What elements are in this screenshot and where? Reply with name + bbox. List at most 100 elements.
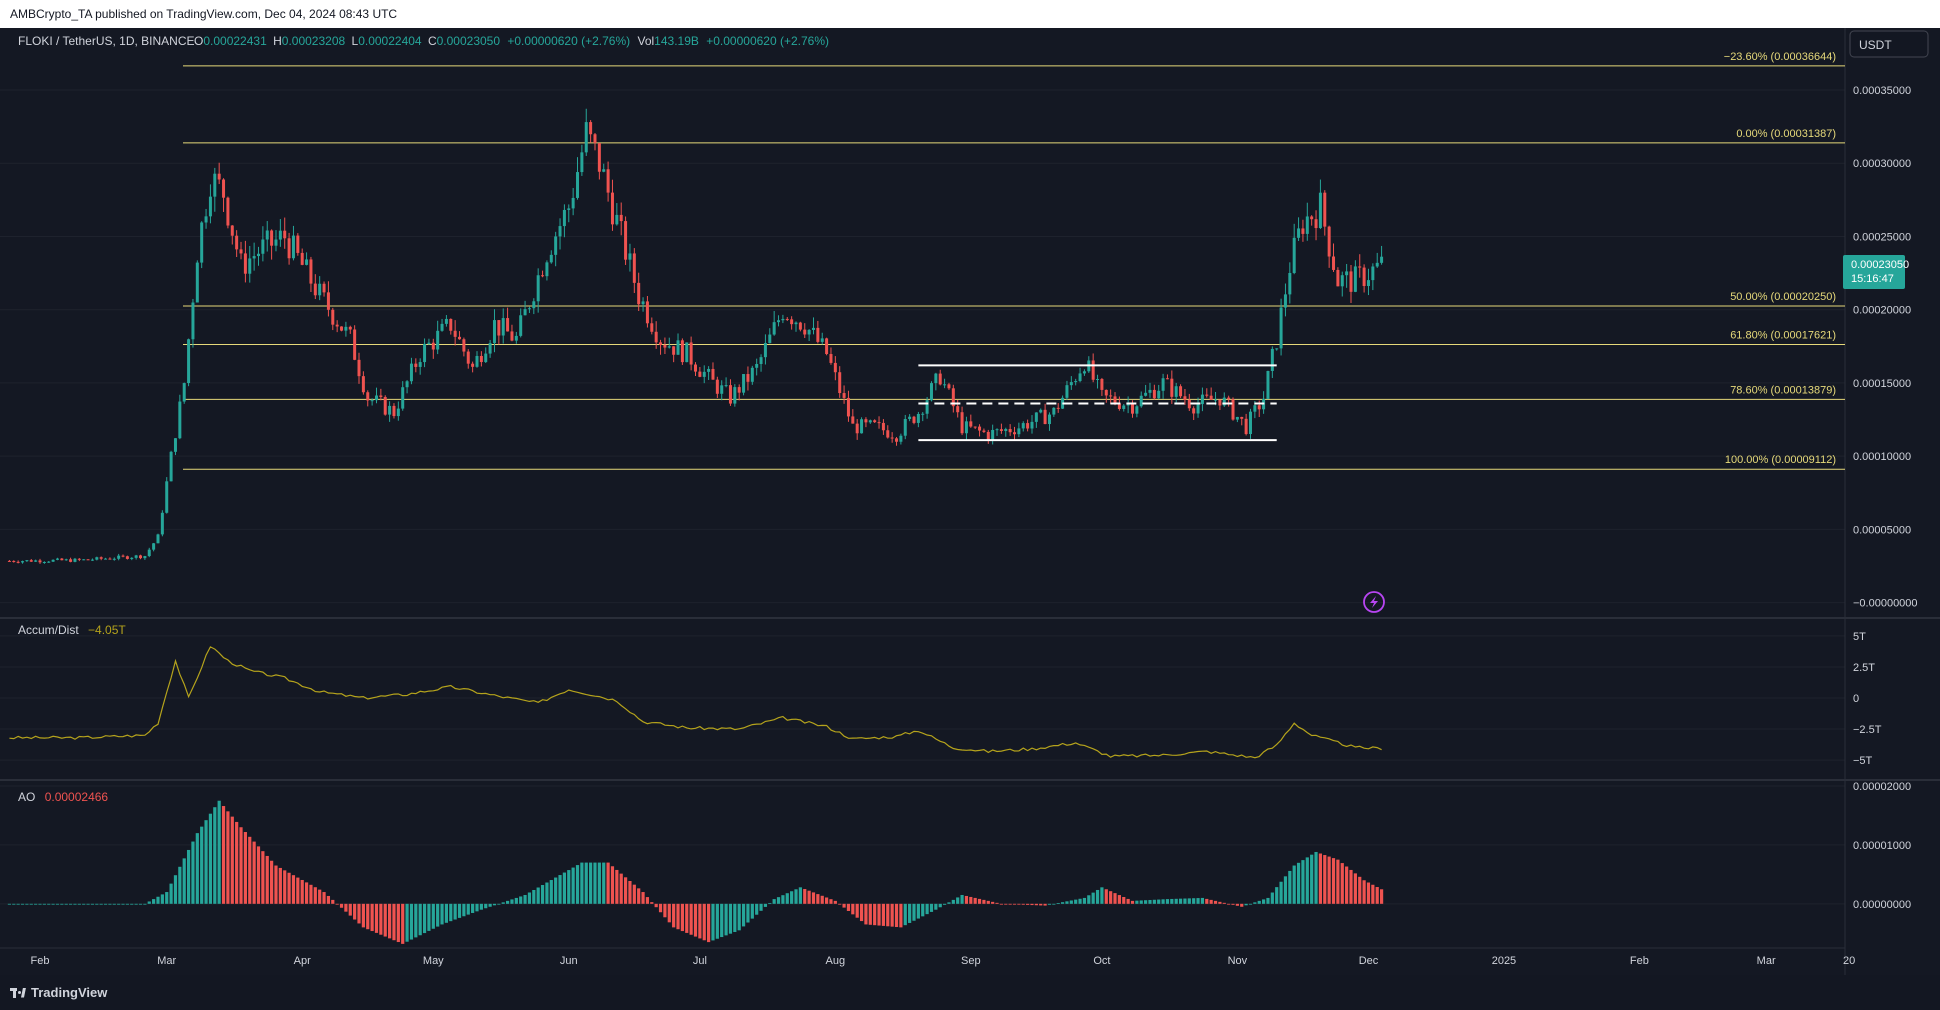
tradingview-icon	[10, 987, 26, 998]
candle-body	[584, 122, 588, 153]
candle-body	[173, 438, 177, 452]
ao-bar	[217, 800, 221, 904]
time-axis-tick: Feb	[1630, 955, 1649, 967]
candle-body	[1192, 408, 1196, 414]
candle-body	[510, 331, 514, 341]
candle-body	[1170, 378, 1174, 397]
symbol-title: FLOKI / TetherUS, 1D, BINANCE	[18, 34, 195, 48]
fib-label: −23.60% (0.00036644)	[1724, 51, 1836, 63]
ao-bar	[676, 903, 680, 930]
price-tag-value: 0.00023050	[1851, 259, 1909, 271]
footer-brand: TradingView	[31, 985, 108, 1000]
candle-body	[1205, 394, 1209, 396]
candle-body	[1030, 421, 1034, 429]
ao-bar	[584, 862, 588, 904]
ao-bar	[427, 903, 431, 931]
lightning-icon[interactable]	[1363, 591, 1385, 613]
legend: FLOKI / TetherUS, 1D, BINANCE O0.0002243…	[18, 34, 829, 804]
ao-bar	[204, 820, 208, 904]
ao-bar	[221, 806, 226, 904]
candle-body	[492, 320, 496, 344]
candle-body	[21, 561, 25, 563]
ao-bar	[999, 903, 1003, 905]
chart-background	[0, 28, 1940, 975]
ao-bar	[388, 903, 392, 939]
ao-bar	[881, 903, 886, 926]
ao-bar	[991, 901, 995, 904]
candle-body	[667, 346, 671, 348]
ao-bar	[156, 896, 160, 904]
ao-bar	[125, 903, 129, 905]
candle-body	[720, 385, 724, 394]
time-axis-tick: Jul	[693, 955, 707, 967]
ao-bar	[1331, 858, 1336, 904]
candle-body	[112, 558, 116, 560]
candle-body	[908, 416, 912, 420]
ao-bar	[606, 862, 610, 904]
ao-bar	[1340, 863, 1344, 904]
ao-bar	[335, 903, 339, 905]
ao-bar	[632, 884, 636, 904]
candle-body	[366, 392, 370, 401]
ao-bar	[1095, 889, 1100, 904]
ao-bar	[300, 879, 304, 904]
ao-bar	[1047, 903, 1052, 905]
ao-bar	[208, 813, 213, 904]
fib-label: 50.00% (0.00020250)	[1730, 291, 1836, 303]
ao-bar	[645, 897, 650, 904]
candle-body	[283, 230, 287, 239]
candle-body	[541, 275, 545, 277]
candle-body	[497, 320, 501, 336]
ao-bar	[1012, 903, 1017, 905]
ao-bar	[1126, 898, 1130, 904]
ao-bar	[1144, 900, 1148, 904]
candle-body	[890, 437, 894, 439]
candle-body	[1314, 219, 1318, 229]
ao-bar	[615, 869, 619, 904]
chart-area[interactable]: −23.60% (0.00036644) 0.00% (0.00031387) 50…	[0, 28, 1940, 975]
ao-bar	[182, 858, 186, 904]
candle-body	[278, 230, 282, 240]
ao-bar	[1087, 895, 1091, 904]
ao-bar	[1362, 880, 1366, 904]
ao-bar	[348, 903, 352, 916]
price-tag-countdown: 15:16:47	[1851, 273, 1894, 285]
ao-bar	[567, 870, 571, 904]
ao-bar	[960, 894, 964, 904]
candle-body	[562, 209, 566, 227]
range-box	[918, 364, 1277, 442]
ao-bar	[1082, 897, 1087, 904]
ao-bar	[899, 903, 903, 928]
ao-bar	[462, 903, 466, 917]
candle-body	[305, 259, 309, 265]
ao-bar	[475, 903, 479, 912]
ao-bar	[1366, 882, 1371, 904]
candle-body	[881, 422, 885, 431]
ao-bar	[422, 903, 427, 934]
ao-bar	[912, 903, 916, 921]
ao-bar	[1091, 892, 1095, 904]
price-axis-tick: 0.00035000	[1853, 85, 1911, 97]
ao-bar	[1244, 903, 1248, 906]
candle-body	[1148, 389, 1152, 393]
ao-bar	[711, 903, 715, 941]
candle-body	[1358, 266, 1362, 268]
candle-body	[925, 400, 929, 414]
ao-bar	[575, 865, 580, 904]
candle-body	[270, 230, 274, 246]
candle-body	[42, 561, 46, 563]
ao-bar	[90, 903, 95, 905]
candle-body	[479, 355, 483, 363]
ao-bar	[147, 901, 151, 904]
chart-svg[interactable]: −23.60% (0.00036644) 0.00% (0.00031387) 50…	[0, 28, 1940, 975]
ao-bar	[60, 903, 64, 905]
candle-body	[64, 559, 68, 561]
candle-body	[921, 413, 925, 415]
ao-bar	[1358, 876, 1362, 904]
candle-body	[291, 235, 295, 259]
currency-button[interactable]: USDT	[1849, 30, 1929, 58]
ao-bar	[344, 903, 348, 912]
candle-body	[702, 371, 706, 377]
candle-body	[947, 384, 951, 389]
tradingview-logo[interactable]: TradingView	[10, 985, 107, 1000]
